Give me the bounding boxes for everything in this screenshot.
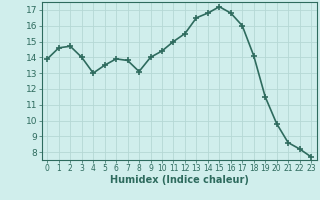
X-axis label: Humidex (Indice chaleur): Humidex (Indice chaleur) [110, 175, 249, 185]
